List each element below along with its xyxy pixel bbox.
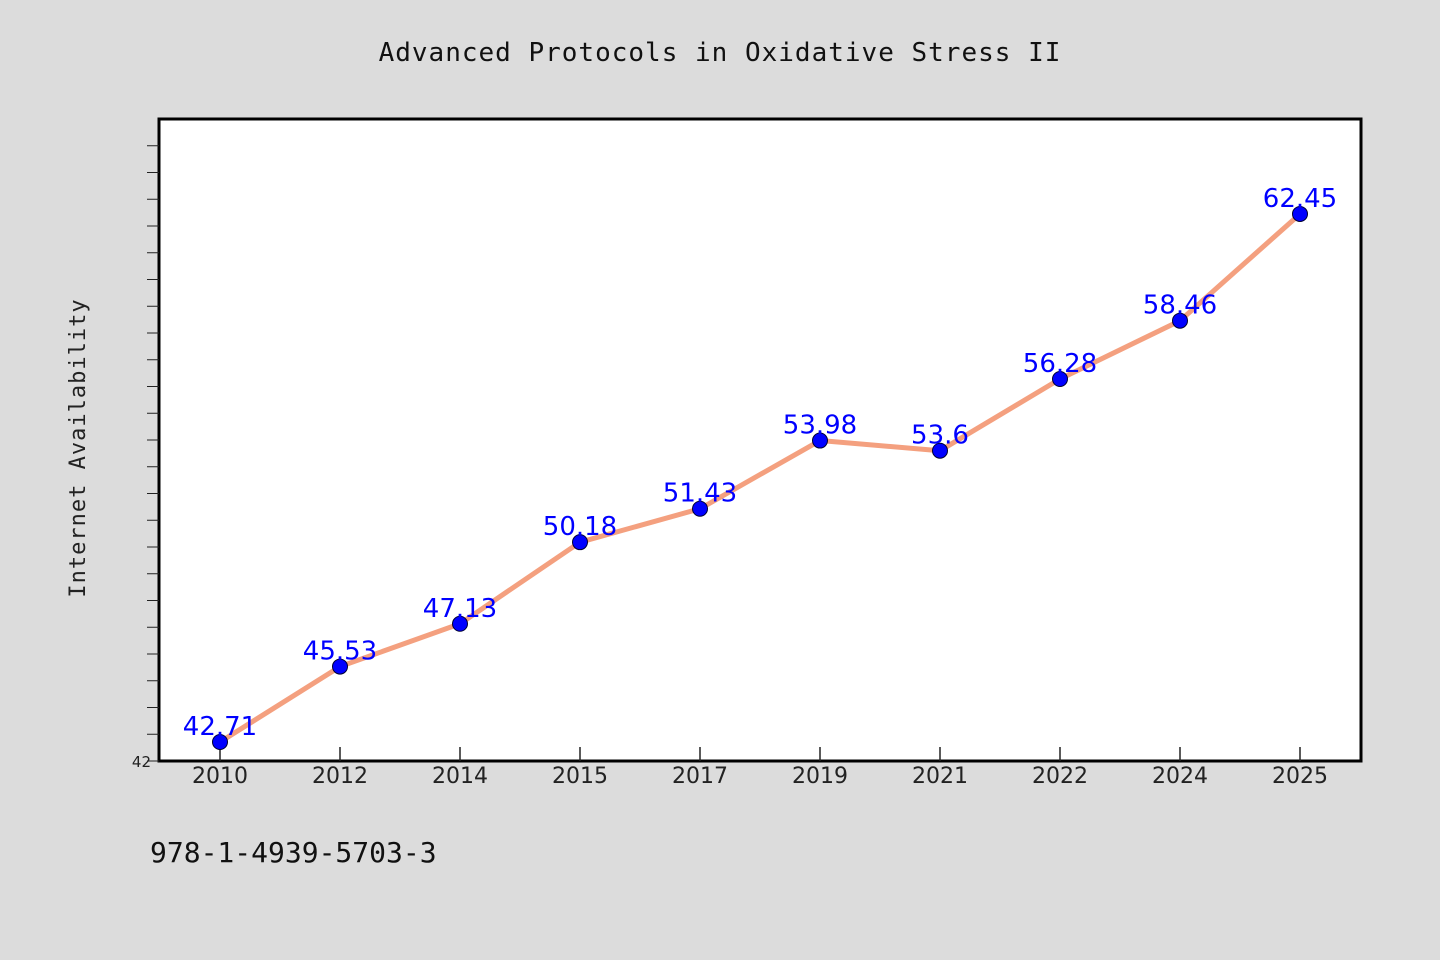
x-tick-label: 2017 (672, 764, 728, 789)
data-label: 51.43 (663, 479, 737, 509)
data-label: 42.71 (183, 712, 257, 742)
data-point (932, 442, 948, 459)
x-tick-label: 2021 (912, 764, 968, 789)
x-tick-label: 2015 (552, 764, 608, 789)
data-label: 50.18 (543, 512, 617, 542)
data-label: 53.6 (911, 421, 969, 451)
data-point (692, 500, 708, 517)
x-tick-label: 2019 (792, 764, 848, 789)
data-point (212, 734, 228, 751)
y-axis-ticks: 42 (132, 145, 159, 771)
series-layer (212, 205, 1308, 751)
data-point (1292, 205, 1308, 222)
data-label: 62.45 (1263, 184, 1337, 214)
data-point (332, 658, 348, 675)
x-tick-label: 2010 (192, 764, 248, 789)
x-tick-label: 2024 (1152, 764, 1208, 789)
x-tick-label: 2025 (1272, 764, 1328, 789)
series-line (217, 211, 1303, 745)
data-point (1052, 371, 1068, 388)
data-point (452, 615, 468, 632)
x-axis-ticks: 2010 2012 2014 2015 2017 2019 2021 2022 2024 2025 (192, 747, 1328, 789)
x-tick-label: 2022 (1032, 764, 1088, 789)
plot-area (157, 117, 1363, 763)
y-axis-title: Internet Availability (66, 298, 91, 597)
data-label: 58.46 (1143, 291, 1217, 321)
data-point (1172, 312, 1188, 329)
footer-isbn: 978-1-4939-5703-3 (150, 836, 437, 869)
x-tick-label: 2014 (432, 764, 488, 789)
data-labels-layer: 42.71 45.53 47.13 50.18 51.43 53.98 53.6 56.28 5… (183, 184, 1337, 742)
y-tick-label: 42 (132, 753, 151, 771)
data-label: 56.28 (1023, 349, 1097, 379)
data-label: 47.13 (423, 594, 497, 624)
data-label: 45.53 (303, 637, 377, 667)
data-label: 53.98 (783, 411, 857, 441)
x-tick-label: 2012 (312, 764, 368, 789)
data-point (812, 432, 828, 449)
data-point (572, 534, 588, 551)
chart-title: Advanced Protocols in Oxidative Stress I… (379, 38, 1062, 68)
